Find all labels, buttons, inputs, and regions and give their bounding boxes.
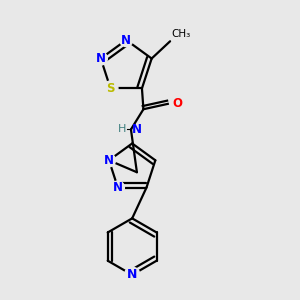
Text: CH₃: CH₃ [172, 29, 191, 39]
Text: N: N [132, 123, 142, 136]
Circle shape [102, 154, 116, 167]
Text: H: H [118, 124, 126, 134]
Text: N: N [113, 181, 123, 194]
Circle shape [120, 34, 133, 46]
Circle shape [124, 267, 140, 283]
Text: O: O [172, 98, 182, 110]
Text: N: N [127, 268, 137, 281]
Text: S: S [106, 82, 115, 95]
Circle shape [111, 181, 124, 194]
Circle shape [94, 52, 107, 65]
Circle shape [103, 81, 118, 96]
Text: N: N [121, 34, 131, 46]
Text: N: N [96, 52, 106, 65]
Text: N: N [104, 154, 114, 167]
